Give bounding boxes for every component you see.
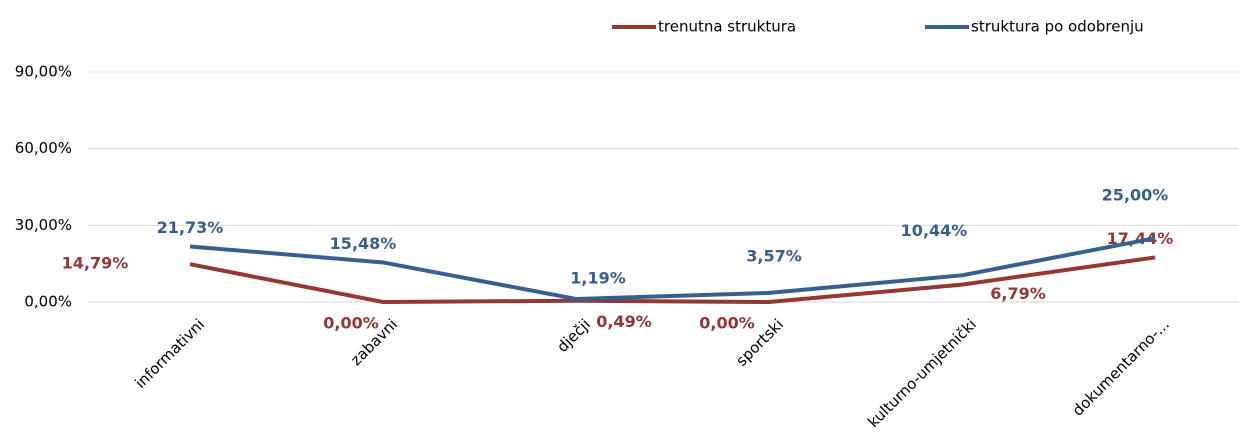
data-label: 1,19%: [570, 268, 626, 287]
data-label: 10,44%: [901, 221, 968, 240]
data-label: 21,73%: [157, 218, 224, 237]
legend-label: trenutna struktura: [658, 18, 796, 36]
x-tick-label: kulturno-umjetnički: [864, 315, 980, 431]
x-tick-label: dječji: [553, 315, 594, 356]
y-tick-label: 0,00%: [24, 293, 72, 311]
series-line: [189, 255, 1156, 304]
data-label: 0,49%: [596, 312, 652, 331]
x-tick-label: informativni: [131, 315, 208, 392]
y-tick-label: 60,00%: [15, 139, 72, 157]
data-label: 25,00%: [1102, 186, 1169, 205]
series-line: [189, 236, 1156, 301]
data-label: 3,57%: [746, 246, 802, 265]
y-tick-label: 90,00%: [15, 63, 72, 81]
data-label: 6,79%: [990, 284, 1046, 303]
data-label: 14,79%: [62, 254, 129, 273]
data-label: 15,48%: [330, 234, 397, 253]
y-tick-label: 30,00%: [15, 216, 72, 234]
data-label: 0,00%: [323, 314, 379, 333]
data-label: 0,00%: [699, 314, 755, 333]
legend-label: struktura po odobrenju: [971, 18, 1144, 36]
x-tick-label: dokumentarno-...: [1069, 315, 1173, 419]
